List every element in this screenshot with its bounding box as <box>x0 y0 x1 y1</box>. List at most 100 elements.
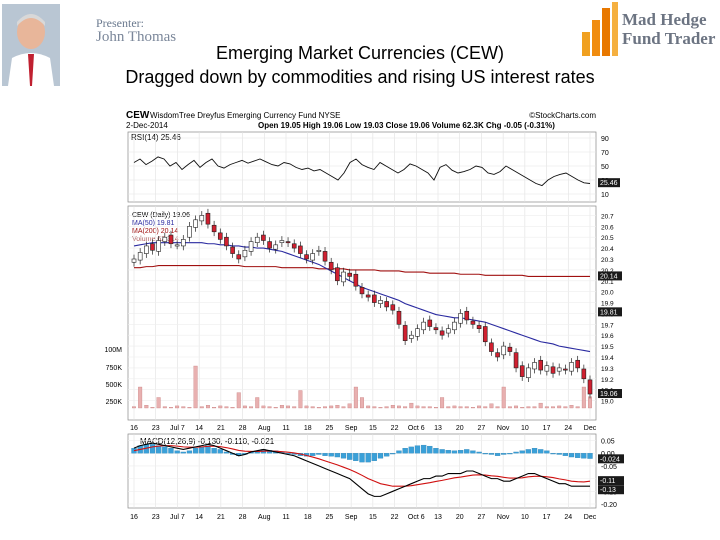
macd-histogram-bar <box>408 446 414 454</box>
macd-histogram-bar <box>531 448 538 454</box>
macd-histogram-bar <box>149 444 156 454</box>
macd-histogram-bar <box>464 449 470 454</box>
macd-histogram-bar <box>359 453 365 463</box>
chart-symbol: CEW <box>126 110 150 121</box>
x-tick-label: 28 <box>239 425 247 432</box>
volume-bar <box>569 405 574 409</box>
x-tick-label: 27 <box>478 425 486 432</box>
x-tick-label: 21 <box>217 425 225 432</box>
macd-histogram-bar <box>310 453 316 456</box>
price-value-box <box>598 271 622 281</box>
macd-histogram-bar <box>556 453 562 455</box>
macd-histogram-bar <box>550 453 556 455</box>
price-candle <box>341 271 346 283</box>
volume-bar <box>199 406 204 409</box>
volume-bar <box>452 405 457 409</box>
price-candle <box>199 215 205 222</box>
x-tick-label-bottom: 23 <box>152 514 160 521</box>
macd-histogram-bar <box>168 448 174 454</box>
price-candle <box>174 244 180 247</box>
rsi-tick: 50 <box>601 164 609 171</box>
price-candle <box>427 319 433 327</box>
volume-bar <box>557 405 562 409</box>
volume-bar <box>255 397 260 409</box>
price-candle <box>137 252 143 261</box>
volume-bar <box>489 403 494 409</box>
volume-bar <box>323 406 327 409</box>
volume-bar <box>464 406 469 409</box>
x-tick-label-bottom: Sep <box>345 514 358 521</box>
macd-histogram-bar <box>186 450 193 454</box>
x-tick-label: 18 <box>304 425 312 432</box>
volume-bar <box>520 407 525 409</box>
volume-bar <box>477 405 482 409</box>
volume-bar <box>366 405 371 409</box>
x-tick-label-bottom: 17 <box>543 514 551 521</box>
volume-bar <box>588 396 592 409</box>
volume-bar <box>187 407 192 409</box>
macd-histogram-bar <box>439 449 445 454</box>
volume-bar <box>551 406 555 409</box>
x-tick-label-bottom: 28 <box>239 514 247 521</box>
volume-bar <box>458 406 463 409</box>
price-candle <box>384 301 389 308</box>
macd-histogram-bar <box>322 453 328 456</box>
price-candle <box>532 362 537 370</box>
volume-bar <box>514 405 519 409</box>
macd-histogram-bar <box>347 453 353 460</box>
price-candle <box>273 244 279 250</box>
rsi-label: RSI(14) 25.46 <box>131 133 181 142</box>
price-candle <box>279 240 285 243</box>
macd-histogram-bar <box>513 451 519 454</box>
volume-bar <box>249 406 254 409</box>
price-tick: 19.4 <box>601 355 614 362</box>
price-candle <box>162 236 168 242</box>
volume-bar <box>181 406 186 409</box>
macd-value-label: -0.024 <box>600 456 620 463</box>
x-tick-label-bottom: Aug <box>258 514 271 521</box>
x-tick-label: 14 <box>195 425 203 432</box>
macd-histogram-bar <box>451 450 458 454</box>
chart-date: 2-Dec-2014 <box>126 121 168 130</box>
macd-histogram-bar <box>334 453 341 458</box>
x-tick-label: 13 <box>434 425 442 432</box>
macd-histogram-bar <box>223 451 230 454</box>
chart-fund-name: WisdomTree Dreyfus Emerging Currency Fun… <box>150 111 340 120</box>
price-candle <box>168 234 174 245</box>
macd-histogram-bar <box>316 453 322 455</box>
volume-bar <box>384 406 389 409</box>
macd-histogram-bar <box>328 453 334 457</box>
price-candle <box>298 245 303 254</box>
price-candle <box>150 243 155 251</box>
volume-bar <box>169 407 173 409</box>
x-tick-label-bottom: 18 <box>304 514 312 521</box>
price-candle <box>205 212 211 225</box>
price-candle <box>156 240 161 252</box>
volume-bar <box>150 407 155 409</box>
volume-tick: 100M <box>104 347 122 354</box>
volume-bar <box>378 407 383 409</box>
price-candle <box>347 272 352 277</box>
macd-histogram-bar <box>174 450 180 454</box>
volume-bar <box>175 405 180 409</box>
macd-histogram-bar <box>525 449 532 454</box>
volume-bar <box>156 397 161 409</box>
volume-bar <box>335 405 340 409</box>
volume-bar <box>372 406 377 409</box>
x-tick-label-bottom: Dec <box>584 514 597 521</box>
price-candle <box>489 342 494 352</box>
price-candle <box>458 313 463 324</box>
macd-value-box <box>598 476 624 486</box>
price-tick: 20.0 <box>601 290 614 297</box>
price-candle <box>267 241 272 249</box>
x-tick-label: 11 <box>282 425 289 432</box>
macd-tick: -0.20 <box>601 502 617 509</box>
x-tick-label-bottom: 10 <box>521 514 529 521</box>
volume-bar <box>421 406 426 409</box>
price-tick: 19.7 <box>601 322 614 329</box>
rsi-panel-frame <box>127 131 597 203</box>
macd-histogram-bar <box>211 448 217 454</box>
price-tick: 19.5 <box>601 344 614 351</box>
x-tick-label: 20 <box>456 425 464 432</box>
presenter-block: Presenter: John Thomas <box>0 0 200 90</box>
